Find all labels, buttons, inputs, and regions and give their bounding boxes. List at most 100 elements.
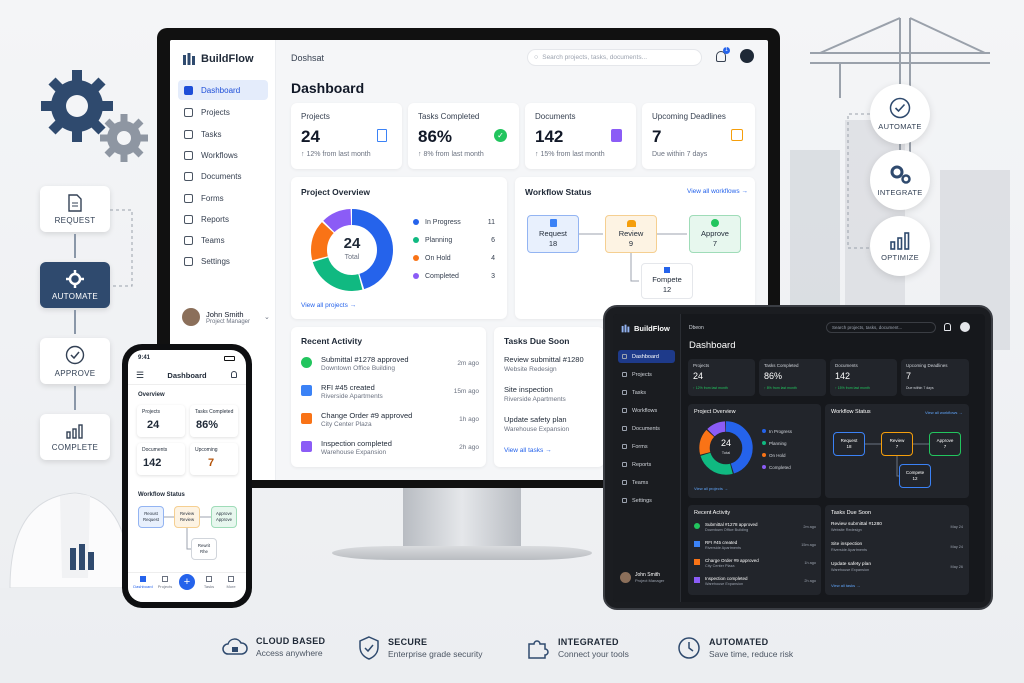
sidebar-item-forms[interactable]: Forms <box>618 440 675 453</box>
sidebar-item-teams[interactable]: Teams <box>618 476 675 489</box>
add-button[interactable]: + <box>179 574 195 590</box>
search-input[interactable]: ○ Search projects, tasks, documents... <box>527 49 702 66</box>
sidebar-item-label: Dashboard <box>201 85 241 95</box>
sidebar-item-settings[interactable]: Settings <box>618 494 675 507</box>
donut-segment-on-hold[interactable] <box>699 421 753 475</box>
workflow-node-request[interactable]: Reoust Request <box>138 506 164 528</box>
menu-icon[interactable]: ☰ <box>136 370 145 380</box>
sidebar-item-teams[interactable]: Teams <box>178 230 268 250</box>
workflow-node-label: Approve <box>701 229 729 239</box>
workflow-node-sublabel: Approve <box>215 517 232 522</box>
donut-segment-planning[interactable] <box>311 209 393 291</box>
task-subtitle: Warehouse Expansion <box>504 426 570 433</box>
task-item[interactable]: Review submittal #1280 Website Redesign Ma… <box>831 522 963 538</box>
card-title: Recent Activity <box>301 336 363 346</box>
account-avatar-icon[interactable] <box>740 49 754 63</box>
sidebar-item-tasks[interactable]: Tasks <box>178 124 268 144</box>
stat-card-documents[interactable]: Documents 142 <box>137 443 185 475</box>
activity-item[interactable]: RFI #45 created Riverside Apartments 15m… <box>301 383 479 405</box>
notification-bell-icon[interactable] <box>944 323 951 331</box>
workflow-node-label: Approve <box>936 438 954 444</box>
user-profile[interactable]: John Smith Project Manager <box>620 572 664 583</box>
sidebar-item-documents[interactable]: Documents <box>178 166 268 186</box>
activity-item[interactable]: Inspection completed Warehouse Expansion… <box>301 439 479 461</box>
sidebar-item-projects[interactable]: Projects <box>618 368 675 381</box>
stat-card-upcoming-deadlines[interactable]: Upcoming Deadlines 7 Due within 7 days <box>901 359 969 396</box>
bar-chart-icon <box>66 423 83 439</box>
sidebar-item-dashboard[interactable]: Dashboard <box>618 350 675 363</box>
sidebar-item-workflows[interactable]: Workflows <box>618 404 675 417</box>
tab-dashboard[interactable]: Dashboard <box>132 576 154 589</box>
brand[interactable]: BuildFlow <box>621 324 670 333</box>
task-item[interactable]: Update safety plan Warehouse Expansion <box>504 415 569 433</box>
workflow-node-request[interactable]: Request 18 <box>833 432 865 456</box>
task-item[interactable]: Review submittal #1280 Website Redesign <box>504 355 584 373</box>
task-subtitle: Warehouse Expansion <box>831 568 870 572</box>
stat-card-documents[interactable]: Documents 142 ↑ 15% from last month <box>525 103 636 169</box>
stat-card-upcoming-deadlines[interactable]: Upcoming Deadlines 7 Due within 7 days <box>642 103 755 169</box>
stat-label: Projects <box>693 363 710 368</box>
activity-item[interactable]: Inspection completed Warehouse Expansion 2… <box>694 576 816 592</box>
donut-segment-planning[interactable] <box>699 421 753 475</box>
workflow-node-approve[interactable]: Approve Approve <box>211 506 237 528</box>
workflow-node-complete[interactable]: Compete 12 <box>899 464 931 488</box>
task-title: Update safety plan <box>504 415 567 424</box>
calendar-icon <box>731 129 743 141</box>
workflow-node-complete[interactable]: Fompete 12 <box>641 263 693 299</box>
stat-card-tasks-completed[interactable]: Tasks Completed 86% <box>190 405 238 437</box>
activity-item[interactable]: RFI #45 created Riverside Apartments 15m a… <box>694 540 816 556</box>
sidebar-item-reports[interactable]: Reports <box>618 458 675 471</box>
stat-card-tasks-completed[interactable]: Tasks Completed 86% ↑ 8% from last month… <box>408 103 519 169</box>
activity-item[interactable]: Change Order #9 approved City Center Pla… <box>301 411 479 433</box>
task-item[interactable]: Site inspection Riverside Apartments <box>504 385 566 403</box>
stat-card-projects[interactable]: Projects 24 ↑ 12% from last month <box>688 359 755 396</box>
activity-item[interactable]: Charge Order #9 approved City Center Plaz… <box>694 558 816 574</box>
view-all-projects-link[interactable]: View all projects → <box>301 302 357 309</box>
sidebar-item-dashboard[interactable]: Dashboard <box>178 80 268 100</box>
workflow-node-review[interactable]: Review Review <box>174 506 200 528</box>
stat-card-projects[interactable]: Projects 24 <box>137 405 185 437</box>
view-all-tasks-link[interactable]: View all tasks → <box>504 447 552 454</box>
workflow-node-request[interactable]: Request 18 <box>527 215 579 253</box>
task-item[interactable]: Update safety plan Warehouse Expansion May… <box>831 562 963 578</box>
tab-tasks[interactable]: Tasks <box>198 576 220 589</box>
recent-activity-card: Recent Activity Submittal #1278 approved… <box>291 327 486 467</box>
brand[interactable]: BuildFlow <box>182 52 254 66</box>
notification-bell-icon[interactable] <box>716 51 726 62</box>
view-all-workflows-link[interactable]: View all workflows → <box>687 188 748 195</box>
tab-more[interactable]: More <box>220 576 242 589</box>
stat-card-upcoming[interactable]: Upcoming 7 <box>190 443 238 475</box>
workflow-node-complete[interactable]: Rewrit Rhe <box>191 538 217 560</box>
task-item[interactable]: Site inspection Riverside Apartments May 2… <box>831 542 963 558</box>
view-all-workflows-link[interactable]: View all workflows → <box>925 410 963 415</box>
view-all-tasks-link[interactable]: View all tasks → <box>831 583 861 588</box>
donut-segment-in-progress[interactable] <box>699 421 753 475</box>
sidebar-item-forms[interactable]: Forms <box>178 188 268 208</box>
feature-circle-label: AUTOMATE <box>878 122 922 131</box>
sidebar-item-documents[interactable]: Documents <box>618 422 675 435</box>
sidebar-item-reports[interactable]: Reports <box>178 209 268 229</box>
notification-bell-icon[interactable] <box>231 371 237 378</box>
activity-item[interactable]: Submittal #1278 approved Downtown Office … <box>694 522 816 538</box>
workflow-node-review[interactable]: Review 7 <box>881 432 913 456</box>
stat-card-documents[interactable]: Documents 142 ↑ 15% from last month <box>830 359 897 396</box>
sidebar-item-tasks[interactable]: Tasks <box>618 386 675 399</box>
donut-segment-in-progress[interactable] <box>311 209 393 291</box>
account-avatar-icon[interactable] <box>960 322 970 332</box>
user-profile[interactable]: John Smith Project Manager ⌄ <box>182 308 270 326</box>
stat-card-tasks-completed[interactable]: Tasks Completed 86% ↑ 8% from last month <box>759 359 826 396</box>
sidebar-item-projects[interactable]: Projects <box>178 102 268 122</box>
stat-card-projects[interactable]: Projects 24 ↑ 12% from last month <box>291 103 402 169</box>
search-input[interactable]: Search projects, tasks, document... <box>826 322 936 333</box>
donut-segment-on-hold[interactable] <box>311 209 393 291</box>
task-subtitle: Riverside Apartments <box>831 548 868 552</box>
workflow-node-review[interactable]: Review 9 <box>605 215 657 253</box>
workflow-node-approve[interactable]: Approve 7 <box>929 432 961 456</box>
workflow-node-approve[interactable]: Approve 7 <box>689 215 741 253</box>
feature-circle-automate: AUTOMATE <box>870 84 930 144</box>
sidebar-item-workflows[interactable]: Workflows <box>178 145 268 165</box>
activity-item[interactable]: Submittal #1278 approved Downtown Office… <box>301 355 479 377</box>
view-all-projects-link[interactable]: View all projects → <box>694 486 728 491</box>
tab-projects[interactable]: Projects <box>154 576 176 589</box>
sidebar-item-settings[interactable]: Settings <box>178 251 268 271</box>
